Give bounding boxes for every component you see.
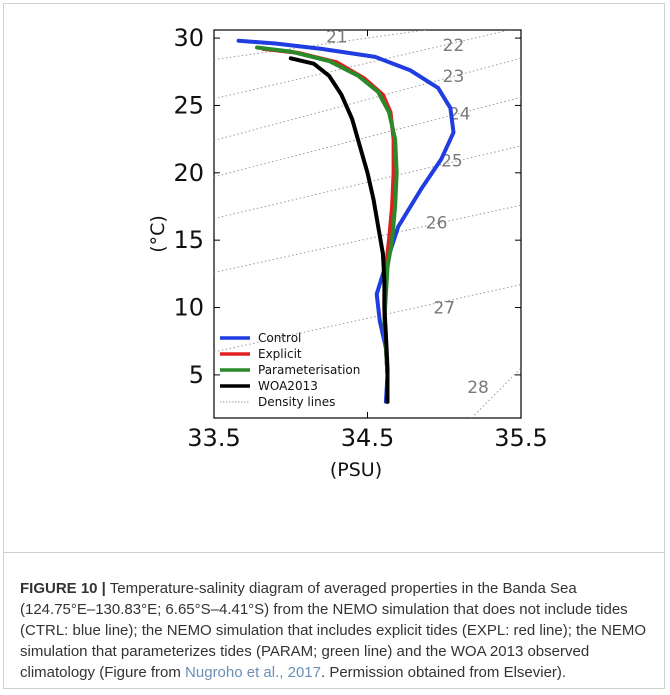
density-label-23: 23 xyxy=(443,67,465,87)
x-ticks-layer: 33.5 34.5 35.5 xyxy=(187,30,548,452)
legend-label-parameterisation: Parameterisation xyxy=(258,363,360,377)
citation-link[interactable]: Nugroho et al., 2017 xyxy=(185,664,321,681)
legend: Control Explicit Parameterisation WOA2013 De… xyxy=(220,331,360,409)
density-labels-layer: 21 22 23 24 25 26 27 28 xyxy=(326,28,489,398)
figure-caption: FIGURE 10 | Temperature-salinity diagram… xyxy=(20,578,652,683)
x-axis-title: (PSU) xyxy=(330,459,382,481)
y-tick-label: 25 xyxy=(173,91,204,119)
x-tick-label: 33.5 xyxy=(187,424,240,452)
y-tick-label: 10 xyxy=(173,294,204,322)
y-tick-label: 15 xyxy=(173,226,204,254)
legend-label-control: Control xyxy=(258,331,301,345)
figure-label: FIGURE 10 | xyxy=(20,580,106,597)
legend-label-woa2013: WOA2013 xyxy=(258,379,318,393)
y-tick-label: 30 xyxy=(173,24,204,52)
density-line-22 xyxy=(214,30,512,100)
density-label-26: 26 xyxy=(426,214,448,234)
caption-tail: . Permission obtained from Elsevier). xyxy=(320,664,567,681)
density-line-23 xyxy=(214,57,521,141)
density-line-27 xyxy=(214,284,521,353)
density-line-26 xyxy=(214,204,521,273)
density-label-25: 25 xyxy=(441,152,463,172)
legend-label-density-lines: Density lines xyxy=(258,395,335,409)
caption-divider xyxy=(4,552,664,553)
y-tick-label: 5 xyxy=(189,361,204,389)
series-line-woa2013 xyxy=(288,56,390,404)
figure-area: 21 22 23 24 25 26 27 28 33.5 34.5 35.5 5 10 15 20 25 3… xyxy=(4,4,666,504)
density-line-25 xyxy=(214,145,521,220)
density-label-27: 27 xyxy=(433,299,455,319)
caption-text: Temperature-salinity diagram of averaged… xyxy=(20,580,647,681)
legend-label-explicit: Explicit xyxy=(258,347,302,361)
density-label-24: 24 xyxy=(449,105,471,125)
y-axis-title: (°C) xyxy=(147,215,169,253)
density-lines-layer xyxy=(214,30,521,418)
y-tick-label: 20 xyxy=(173,159,204,187)
density-line-24 xyxy=(214,96,521,178)
density-label-22: 22 xyxy=(443,36,465,56)
figure-frame: 21 22 23 24 25 26 27 28 33.5 34.5 35.5 5 10 15 20 25 3… xyxy=(3,3,665,689)
x-tick-label: 35.5 xyxy=(494,424,547,452)
y-ticks-layer: 5 10 15 20 25 30 xyxy=(173,24,521,389)
series-layer xyxy=(236,38,456,404)
plot-area-frame xyxy=(213,29,522,419)
series-line-control xyxy=(236,38,456,404)
x-tick-label: 34.5 xyxy=(341,424,394,452)
density-label-21: 21 xyxy=(326,28,348,48)
density-label-28: 28 xyxy=(467,378,489,398)
